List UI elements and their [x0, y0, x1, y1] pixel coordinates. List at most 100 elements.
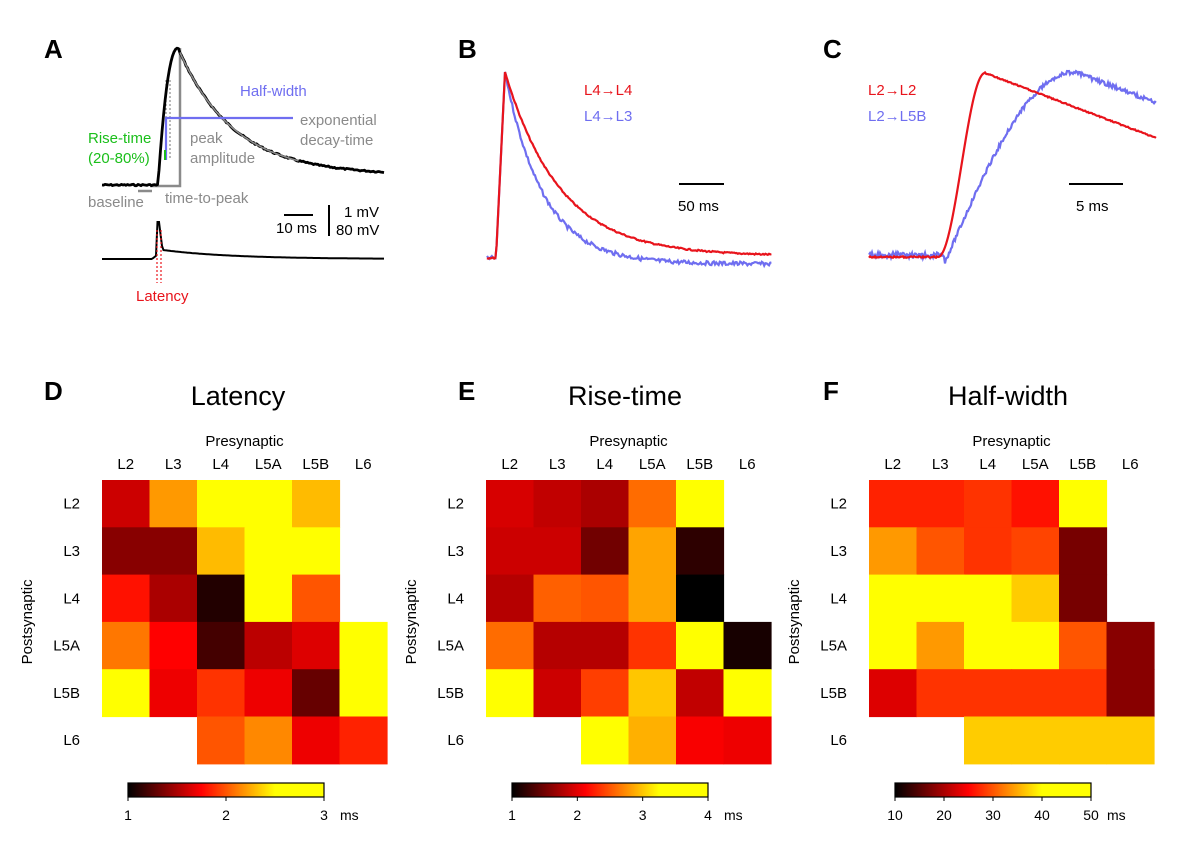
time-to-peak-label: time-to-peak: [165, 190, 249, 207]
colorbar-tick-label: 1: [124, 807, 132, 823]
y-axis-label: Postsynaptic: [19, 579, 36, 665]
x-tick-label: L3: [549, 456, 566, 473]
heatmap-cell: [1059, 480, 1108, 528]
heatmap-cell: [676, 621, 725, 670]
x-tick-label: L4: [596, 456, 613, 473]
heatmap-cell: [581, 716, 630, 765]
rise-time-range-label: (20-80%): [88, 150, 150, 167]
heatmap-cell: [102, 669, 151, 718]
y-tick-label: L6: [63, 732, 80, 749]
heatmap-cell: [486, 527, 535, 576]
heatmap-cell: [244, 527, 293, 576]
heatmap-cell: [628, 716, 677, 765]
colorbar: [894, 782, 1092, 798]
heatmap-cell: [102, 621, 151, 670]
heatmap-cell: [339, 716, 388, 765]
heatmap-cell: [486, 480, 535, 528]
y-tick-label: L3: [830, 543, 847, 560]
heatmap-cell: [533, 621, 582, 670]
trace-l2-l2: [868, 70, 1157, 260]
action-potential-trace: [102, 221, 384, 260]
x-tick-label: L5B: [302, 456, 329, 473]
voltage-scale-label-2: 80 mV: [336, 222, 379, 239]
heatmap-cell: [964, 527, 1013, 576]
heatmap-cell: [149, 527, 198, 576]
trace-l4-l4: [486, 71, 772, 261]
heatmap-cell: [581, 480, 630, 528]
heatmap-cell: [1106, 669, 1155, 718]
baseline-label: baseline: [88, 194, 144, 211]
colorbar-unit: ms: [724, 807, 743, 823]
heatmap-cell: [244, 669, 293, 718]
legend-l4-l4: L4→L4: [584, 82, 632, 99]
y-tick-label: L6: [447, 732, 464, 749]
heatmap-cell: [916, 669, 965, 718]
y-tick-label: L5B: [820, 685, 847, 702]
colorbar-tick-label: 2: [222, 807, 230, 823]
y-tick-label: L5B: [437, 685, 464, 702]
heatmap-cell: [244, 574, 293, 623]
x-axis-label: Presynaptic: [589, 433, 668, 450]
x-axis-label: Presynaptic: [205, 433, 284, 450]
time-to-peak-bracket: [150, 48, 182, 188]
heatmap-cell: [723, 621, 772, 670]
legend-l2-l5b: L2→L5B: [868, 108, 926, 125]
colorbar: [511, 782, 709, 798]
heatmap-title: Rise-time: [568, 381, 682, 411]
heatmap-cell: [149, 621, 198, 670]
heatmap-cell: [486, 621, 535, 670]
decay-label: exponential: [300, 112, 377, 129]
voltage-scale-label-1: 1 mV: [344, 204, 379, 221]
panel-f: F Half-width Presynaptic Postsynaptic L2 L3 L…: [786, 376, 1155, 823]
heatmap-cell: [1011, 621, 1060, 670]
panel-e-label: E: [458, 376, 475, 406]
heatmap-cell: [197, 480, 246, 528]
heatmap-cell: [628, 621, 677, 670]
heatmap-cell: [197, 574, 246, 623]
panel-c: C L2→L2 L2→L5B 5 ms: [823, 34, 1157, 264]
heatmap-cell: [916, 621, 965, 670]
heatmap-cell: [533, 480, 582, 528]
y-tick-label: L5A: [437, 638, 464, 655]
heatmap-cell: [869, 669, 918, 718]
heatmap-cell: [723, 669, 772, 718]
heatmap-cell: [1011, 574, 1060, 623]
y-tick-label: L3: [63, 543, 80, 560]
x-tick-label: L5A: [1022, 456, 1049, 473]
heatmap-cell: [676, 480, 725, 528]
heatmap-cell: [292, 480, 341, 528]
y-axis-label: Postsynaptic: [403, 579, 420, 665]
colorbar-tick-label: 40: [1034, 807, 1050, 823]
heatmap-cell: [102, 480, 151, 528]
heatmap-cell: [964, 669, 1013, 718]
colorbar-tick-label: 10: [887, 807, 903, 823]
heatmap-cell: [1059, 527, 1108, 576]
heatmap-cell: [581, 669, 630, 718]
y-tick-label: L4: [447, 590, 464, 607]
colorbar-unit: ms: [1107, 807, 1126, 823]
y-tick-label: L5B: [53, 685, 80, 702]
heatmap-cell: [869, 480, 918, 528]
heatmap-cell: [676, 574, 725, 623]
heatmap-cell: [486, 669, 535, 718]
x-tick-label: L3: [165, 456, 182, 473]
y-axis-label: Postsynaptic: [786, 579, 803, 665]
heatmap-cell: [102, 574, 151, 623]
heatmap-cell: [197, 621, 246, 670]
heatmap-cell: [581, 574, 630, 623]
heatmap-cell: [149, 669, 198, 718]
colorbar: [127, 782, 325, 798]
heatmap-cell: [869, 621, 918, 670]
panel-b: B L4→L4 L4→L3 50 ms: [458, 34, 772, 269]
legend-l4-l3: L4→L3: [584, 108, 632, 125]
y-tick-label: L5A: [820, 638, 847, 655]
panel-a-label: A: [44, 34, 63, 64]
heatmap-cell: [533, 527, 582, 576]
heatmap-cell: [244, 621, 293, 670]
heatmap-cell: [964, 480, 1013, 528]
heatmap-cell: [628, 480, 677, 528]
heatmap-cell: [244, 716, 293, 765]
x-tick-label: L4: [212, 456, 229, 473]
panel-f-label: F: [823, 376, 839, 406]
b-scale-label: 50 ms: [678, 198, 719, 215]
